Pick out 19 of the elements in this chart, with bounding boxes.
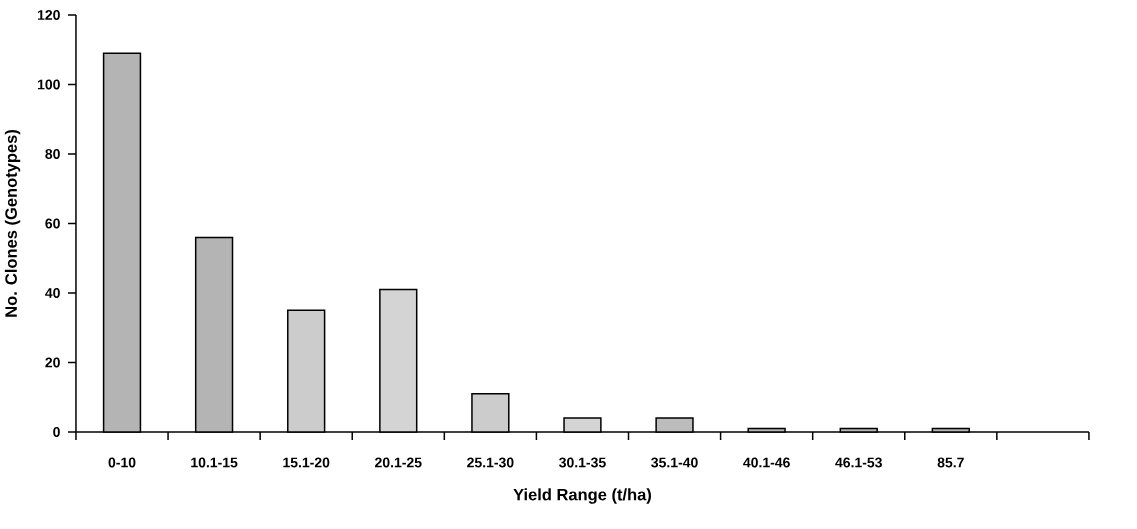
x-tick-label: 46.1-53 — [835, 457, 882, 468]
y-tick-label: 80 — [45, 149, 60, 159]
y-tick-label: 120 — [37, 10, 60, 20]
y-tick-label: 60 — [45, 218, 60, 229]
x-tick-label: 25.1-30 — [467, 457, 514, 468]
x-axis-title: Yield Range (t/ha) — [513, 488, 651, 504]
x-tick-label: 85.7 — [937, 457, 964, 468]
y-axis-title: No. Clones (Genotypes) — [4, 130, 21, 317]
x-tick-label: 15.1-20 — [283, 457, 330, 468]
x-tick-label: 0-10 — [108, 457, 136, 468]
y-tick-label: 20 — [45, 357, 60, 368]
x-tick-label: 40.1-46 — [743, 457, 790, 468]
y-tick-label: 100 — [37, 79, 60, 90]
x-tick-label: 30.1-35 — [559, 457, 606, 468]
x-tick-label: 35.1-40 — [651, 457, 698, 468]
y-tick-label: 40 — [45, 288, 60, 298]
x-tick-label: 20.1-25 — [375, 457, 422, 468]
y-tick-label: 0 — [53, 427, 60, 437]
x-tick-label: 10.1-15 — [191, 457, 238, 468]
